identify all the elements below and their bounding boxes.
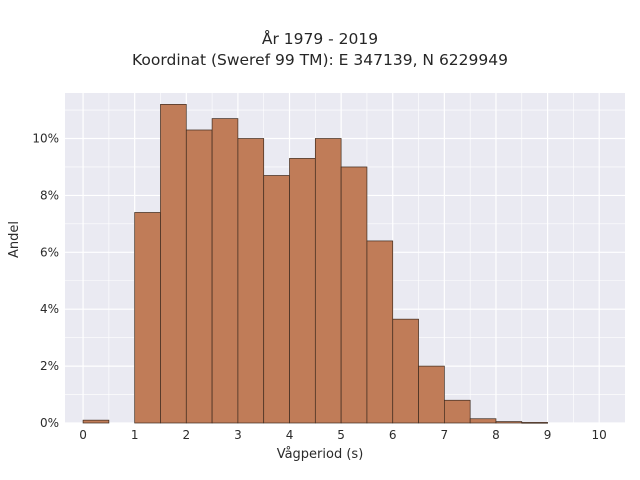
histogram-bar [289, 158, 316, 424]
x-axis-label: Vågperiod (s) [276, 447, 364, 462]
histogram-bar [263, 175, 290, 424]
histogram-bar [82, 419, 110, 424]
histogram-bar [185, 129, 213, 424]
y-tick-label: 6% [40, 245, 59, 259]
histogram-bar [366, 240, 394, 424]
histogram-bar [521, 422, 548, 424]
x-tick-label: 4 [286, 428, 294, 442]
x-tick-label: 9 [544, 428, 552, 442]
chart-subtitle: Koordinat (Sweref 99 TM): E 347139, N 62… [132, 51, 508, 69]
histogram-bar [444, 399, 471, 424]
y-tick-label: 0% [40, 416, 59, 430]
y-tick-label: 8% [40, 188, 59, 202]
histogram-bar [418, 365, 445, 424]
x-tick-label: 7 [441, 428, 449, 442]
histogram-bar [211, 118, 239, 424]
histogram-bar [469, 418, 497, 424]
chart-title: År 1979 - 2019 [261, 30, 379, 48]
histogram-bar [134, 212, 161, 424]
x-tick-label: 5 [337, 428, 345, 442]
y-tick-label: 10% [32, 132, 59, 146]
histogram-bar [237, 138, 265, 424]
histogram-bar [340, 166, 368, 424]
y-tick-label: 2% [40, 359, 59, 373]
y-axis-label: Andel [7, 221, 22, 258]
histogram-bar [314, 138, 342, 424]
x-tick-label: 2 [182, 428, 190, 442]
histogram-bar [495, 421, 523, 424]
x-tick-label: 0 [79, 428, 87, 442]
x-tick-label: 10 [592, 428, 607, 442]
histogram-bar [392, 318, 419, 424]
y-tick-label: 4% [40, 302, 59, 316]
x-tick-label: 6 [389, 428, 397, 442]
x-tick-label: 1 [131, 428, 139, 442]
x-tick-label: 8 [492, 428, 500, 442]
x-tick-label: 3 [234, 428, 242, 442]
histogram-bar [160, 104, 187, 424]
